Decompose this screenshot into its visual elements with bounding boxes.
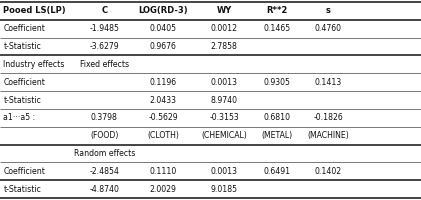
Text: 0.1196: 0.1196 [149,78,177,87]
Text: 0.6491: 0.6491 [263,167,290,176]
Text: t-Statistic: t-Statistic [3,185,41,194]
Text: 0.4760: 0.4760 [315,24,342,33]
Text: 0.1465: 0.1465 [263,24,290,33]
Text: (MACHINE): (MACHINE) [307,131,349,140]
Text: (METAL): (METAL) [261,131,292,140]
Text: -4.8740: -4.8740 [89,185,119,194]
Text: Pooed LS(LP): Pooed LS(LP) [3,6,66,15]
Text: 0.0013: 0.0013 [210,167,238,176]
Text: 0.9676: 0.9676 [150,42,176,51]
Text: 8.9740: 8.9740 [210,96,238,105]
Text: a1···a5 :: a1···a5 : [3,113,35,122]
Text: -1.9485: -1.9485 [89,24,119,33]
Text: 2.0433: 2.0433 [149,96,177,105]
Text: t-Statistic: t-Statistic [3,42,41,51]
Text: 0.9305: 0.9305 [264,78,290,87]
Text: 2.0029: 2.0029 [150,185,176,194]
Text: R**2: R**2 [266,6,288,15]
Text: Industry effects: Industry effects [3,60,65,69]
Text: 0.1402: 0.1402 [315,167,342,176]
Text: Coefficient: Coefficient [3,24,45,33]
Text: 0.3798: 0.3798 [91,113,117,122]
Text: 9.0185: 9.0185 [210,185,238,194]
Text: WY: WY [216,6,232,15]
Text: 0.0405: 0.0405 [149,24,177,33]
Text: Coefficient: Coefficient [3,167,45,176]
Text: 2.7858: 2.7858 [211,42,237,51]
Text: -0.5629: -0.5629 [148,113,178,122]
Text: LOG(RD-3): LOG(RD-3) [139,6,188,15]
Text: -2.4854: -2.4854 [89,167,119,176]
Text: 0.0012: 0.0012 [210,24,238,33]
Text: Random effects: Random effects [74,149,135,158]
Text: (CLOTH): (CLOTH) [147,131,179,140]
Text: C: C [101,6,107,15]
Text: 0.1413: 0.1413 [315,78,342,87]
Text: (FOOD): (FOOD) [90,131,118,140]
Text: Coefficient: Coefficient [3,78,45,87]
Text: -0.1826: -0.1826 [314,113,343,122]
Text: 0.1110: 0.1110 [149,167,177,176]
Text: Fixed effects: Fixed effects [80,60,129,69]
Text: 0.0013: 0.0013 [210,78,238,87]
Text: t-Statistic: t-Statistic [3,96,41,105]
Text: (CHEMICAL): (CHEMICAL) [201,131,247,140]
Text: -3.6279: -3.6279 [89,42,119,51]
Text: s: s [326,6,331,15]
Text: -0.3153: -0.3153 [209,113,239,122]
Text: 0.6810: 0.6810 [263,113,290,122]
